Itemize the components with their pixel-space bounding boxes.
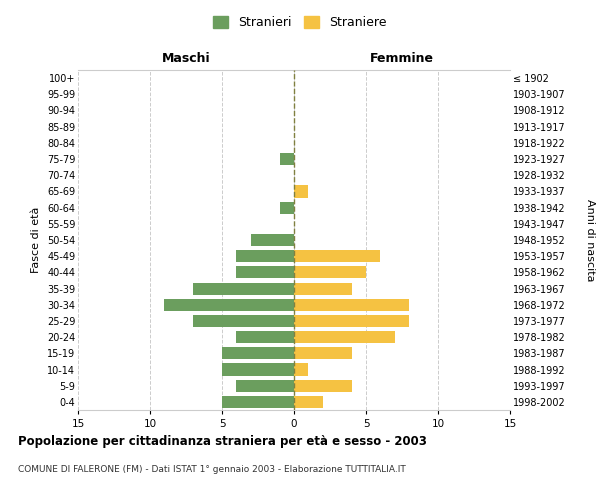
Bar bbox=[294, 396, 323, 408]
Bar bbox=[294, 380, 352, 392]
Legend: Stranieri, Straniere: Stranieri, Straniere bbox=[208, 11, 392, 34]
Bar bbox=[294, 298, 409, 311]
Bar bbox=[280, 202, 294, 213]
Bar bbox=[236, 266, 294, 278]
Bar bbox=[294, 364, 308, 376]
Bar bbox=[294, 348, 352, 360]
Bar bbox=[294, 315, 409, 327]
Bar bbox=[222, 396, 294, 408]
Bar bbox=[294, 266, 366, 278]
Bar bbox=[236, 331, 294, 343]
Text: COMUNE DI FALERONE (FM) - Dati ISTAT 1° gennaio 2003 - Elaborazione TUTTITALIA.I: COMUNE DI FALERONE (FM) - Dati ISTAT 1° … bbox=[18, 465, 406, 474]
Text: Popolazione per cittadinanza straniera per età e sesso - 2003: Popolazione per cittadinanza straniera p… bbox=[18, 435, 427, 448]
Bar bbox=[193, 315, 294, 327]
Y-axis label: Fasce di età: Fasce di età bbox=[31, 207, 41, 273]
Bar bbox=[236, 250, 294, 262]
Bar bbox=[294, 282, 352, 294]
Bar bbox=[164, 298, 294, 311]
Bar bbox=[236, 380, 294, 392]
Bar bbox=[251, 234, 294, 246]
Bar bbox=[294, 250, 380, 262]
Bar bbox=[294, 186, 308, 198]
Y-axis label: Anni di nascita: Anni di nascita bbox=[585, 198, 595, 281]
Bar bbox=[294, 331, 395, 343]
Bar bbox=[222, 364, 294, 376]
Bar bbox=[222, 348, 294, 360]
Bar bbox=[280, 153, 294, 165]
Bar bbox=[193, 282, 294, 294]
